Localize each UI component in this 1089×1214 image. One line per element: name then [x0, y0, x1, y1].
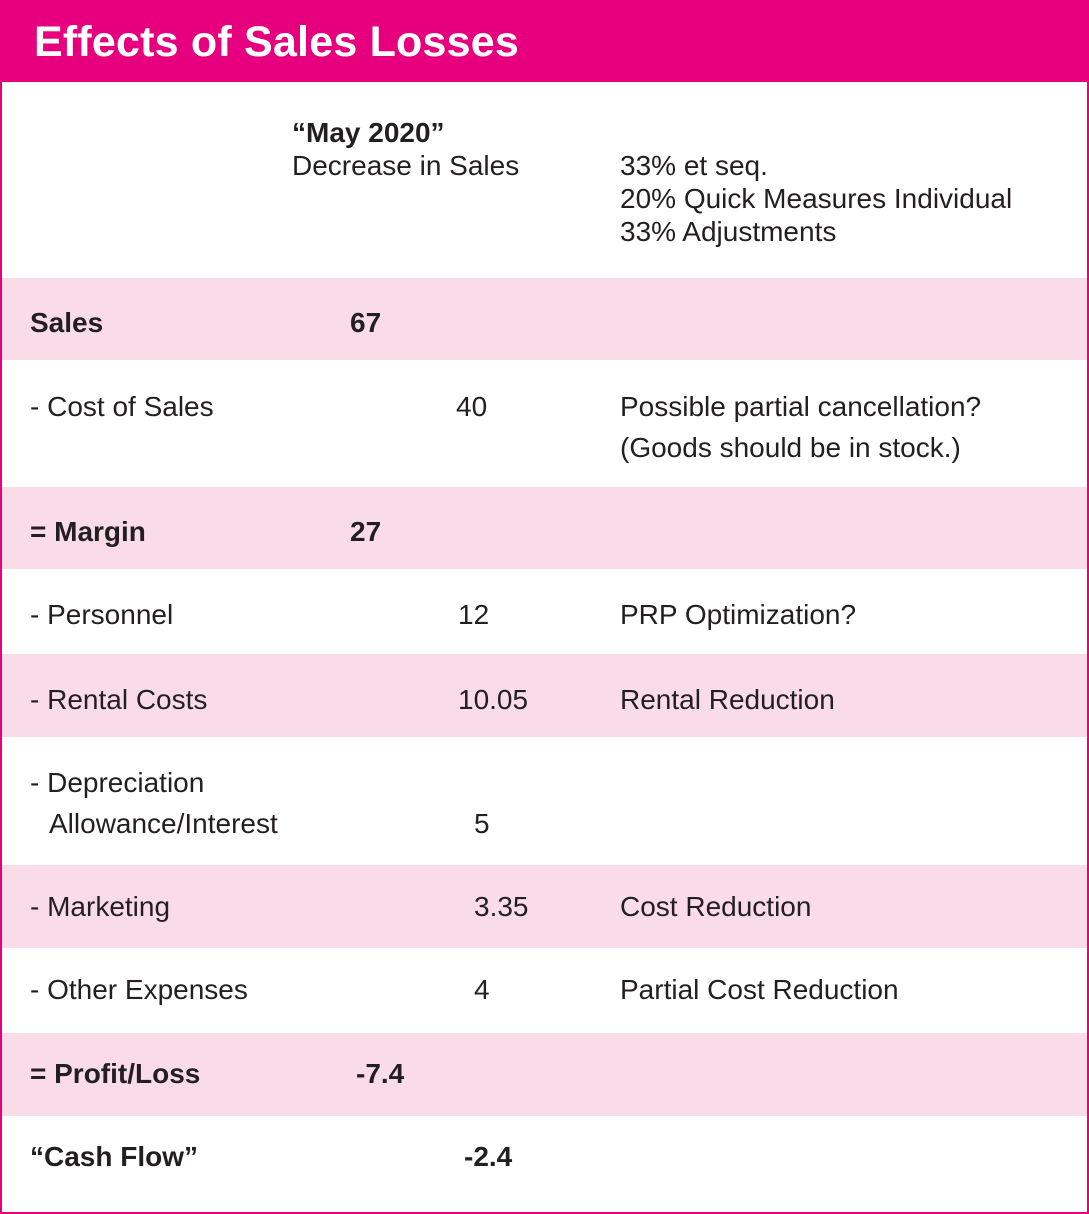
column-header-subtitle: Decrease in Sales: [292, 150, 520, 181]
row-value: 27: [350, 516, 382, 547]
row-value: 67: [350, 307, 382, 338]
row-value: 10.05: [458, 684, 529, 715]
row-note: Rental Reduction: [620, 684, 835, 715]
table-row-margin: = Margin 27: [2, 487, 1087, 569]
table-row-cost-of-sales: - Cost of Sales 40 Possible partial canc…: [2, 360, 1087, 487]
header-note: 33% et seq.: [620, 150, 768, 181]
row-note: Possible partial cancellation?: [620, 391, 982, 422]
column-header-period: “May 2020”: [292, 117, 445, 148]
row-label: - Marketing: [30, 891, 171, 922]
row-value: 3.35: [474, 891, 529, 922]
header-note: 20% Quick Measures Individual: [620, 183, 1013, 214]
table-row-cash-flow: “Cash Flow” -2.4: [2, 1116, 1087, 1212]
row-label: - Rental Costs: [30, 684, 208, 715]
title-bar: Effects of Sales Losses: [2, 2, 1087, 82]
row-label: - Cost of Sales: [30, 391, 214, 422]
table-row-depreciation: - Depreciation Allowance/Interest 5: [2, 737, 1087, 865]
row-label: = Profit/Loss: [30, 1058, 201, 1089]
row-note: Partial Cost Reduction: [620, 974, 899, 1005]
row-note: Cost Reduction: [620, 891, 812, 922]
row-note: (Goods should be in stock.): [620, 432, 961, 463]
row-label: = Margin: [30, 516, 146, 547]
table-row-sales: Sales 67: [2, 278, 1087, 360]
row-label: Sales: [30, 307, 104, 338]
page-title: Effects of Sales Losses: [34, 18, 519, 66]
table-row-rental-costs: - Rental Costs 10.05 Rental Reduction: [2, 654, 1087, 737]
header-note: 33% Adjustments: [620, 216, 837, 247]
row-label: - Depreciation: [30, 767, 205, 798]
row-note: PRP Optimization?: [620, 599, 857, 630]
table-row-profit-loss: = Profit/Loss -7.4: [2, 1033, 1087, 1116]
row-label-line2: Allowance/Interest: [49, 808, 278, 839]
row-value: 5: [474, 808, 490, 839]
row-label: - Other Expenses: [30, 974, 248, 1005]
table-row-other-expenses: - Other Expenses 4 Partial Cost Reductio…: [2, 948, 1087, 1033]
table-row-personnel: - Personnel 12 PRP Optimization?: [2, 569, 1087, 654]
row-value: 4: [474, 974, 490, 1005]
row-value: 12: [458, 599, 490, 630]
table-row-marketing: - Marketing 3.35 Cost Reduction: [2, 865, 1087, 948]
row-label: “Cash Flow”: [30, 1141, 199, 1172]
row-value: -2.4: [464, 1141, 513, 1172]
row-value: 40: [456, 391, 488, 422]
row-value: -7.4: [356, 1058, 405, 1089]
row-label: - Personnel: [30, 599, 174, 630]
